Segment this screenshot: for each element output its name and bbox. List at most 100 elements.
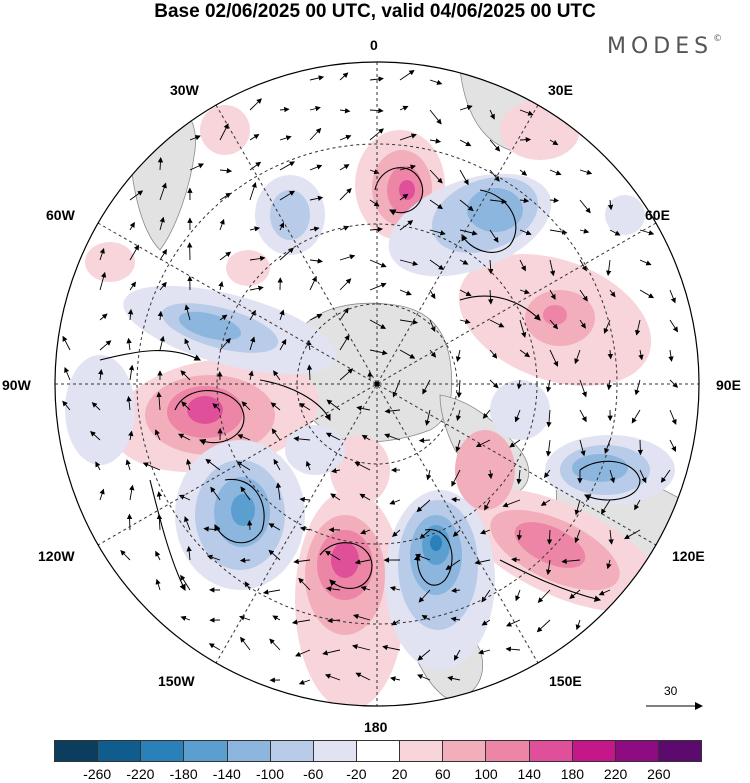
wind-vector [609,469,616,484]
wind-vector [399,133,417,141]
wind-vector [536,619,551,633]
wind-vector [180,370,191,381]
wind-vector [634,319,641,336]
wind-vector [129,221,135,231]
wind-vector [352,644,371,651]
wind-vector [399,259,419,266]
wind-vector [156,491,163,501]
wind-vector [634,499,641,511]
wind-vector [459,139,472,147]
wind-vector [95,461,101,471]
wind-vector [279,222,285,231]
wind-vector [604,439,611,454]
wind-vector [417,674,431,681]
wind-vector [516,469,522,485]
wind-vector [129,244,140,261]
legend-tick-label: -20 [346,766,367,782]
wind-vector [390,676,401,682]
wind-vector [218,281,224,291]
wind-vector [639,259,652,266]
wind-vector [549,197,560,204]
wind-vector [339,368,354,381]
lon-label-90w: 90W [2,377,31,393]
wind-vector [273,370,281,381]
wind-vector [418,437,431,444]
wind-vector [424,409,431,426]
wind-vector [159,281,167,291]
wind-vector [459,289,472,297]
wind-vector [181,401,191,411]
wind-vector [269,638,281,651]
wind-vector [279,135,292,141]
wind-vector [356,405,371,411]
wind-vector [249,98,262,111]
legend-swatch [55,741,99,761]
wind-vector [360,529,371,535]
color-legend [54,740,702,762]
wind-vector [549,349,559,367]
wind-vector [219,251,232,261]
wind-vector [354,461,371,471]
lon-label-150e: 150E [549,673,582,689]
legend-tick-label: 180 [560,766,585,782]
wind-vector [249,226,260,232]
wind-vector [247,520,253,531]
wind-vector [156,513,163,531]
wind-vector [519,289,530,295]
graticule [55,62,699,706]
wind-vector [212,403,221,411]
wind-vector [639,469,647,484]
legend-tick-label: 20 [391,766,408,782]
wind-vector [669,319,678,333]
wind-vector [249,309,256,321]
legend-swatch [313,741,357,761]
wind-vector [154,429,161,441]
wind-vector [324,550,341,561]
wind-vector [339,334,350,351]
wind-vector [455,349,462,362]
wind-vector [519,319,527,338]
wind-vector [361,434,371,441]
map-title: Base 02/06/2025 00 UTC, valid 04/06/2025… [154,1,596,22]
wind-vector [309,313,323,321]
wind-vector [459,105,473,111]
reference-vector-value: 30 [664,684,678,698]
wind-vector [355,672,371,681]
wind-vector [482,409,491,419]
wind-vector [545,559,552,576]
wind-vector [159,248,167,261]
lon-label-0: 0 [370,37,378,53]
wind-vector [489,198,508,205]
wind-vector [339,278,352,291]
wind-vector [270,402,281,411]
wind-vector [180,574,191,591]
wind-vector [360,586,371,592]
legend-swatch [529,741,573,761]
legend-tick-label: -220 [126,766,155,782]
wind-vector [575,619,581,631]
wind-vector [180,615,191,621]
wind-vector [631,409,641,424]
wind-vector [391,619,401,626]
wind-vector [208,643,221,651]
wind-vector [505,646,521,652]
legend-swatch [141,741,185,761]
wind-vector [369,259,387,268]
wind-vector [579,289,588,302]
wind-vector [549,169,562,176]
wind-vectors [62,69,679,685]
wind-vector [298,577,311,591]
wind-vector [574,349,581,365]
wind-vector [481,619,491,626]
wind-vector [487,289,494,305]
wind-vector [268,549,281,561]
wind-vector [369,282,387,291]
wind-vector [126,395,132,411]
wind-vector [295,649,311,657]
wind-vector [249,134,260,141]
wind-vector [369,76,384,82]
wind-vector [459,259,469,265]
wind-vector [399,105,409,111]
wind-vector [354,559,371,565]
